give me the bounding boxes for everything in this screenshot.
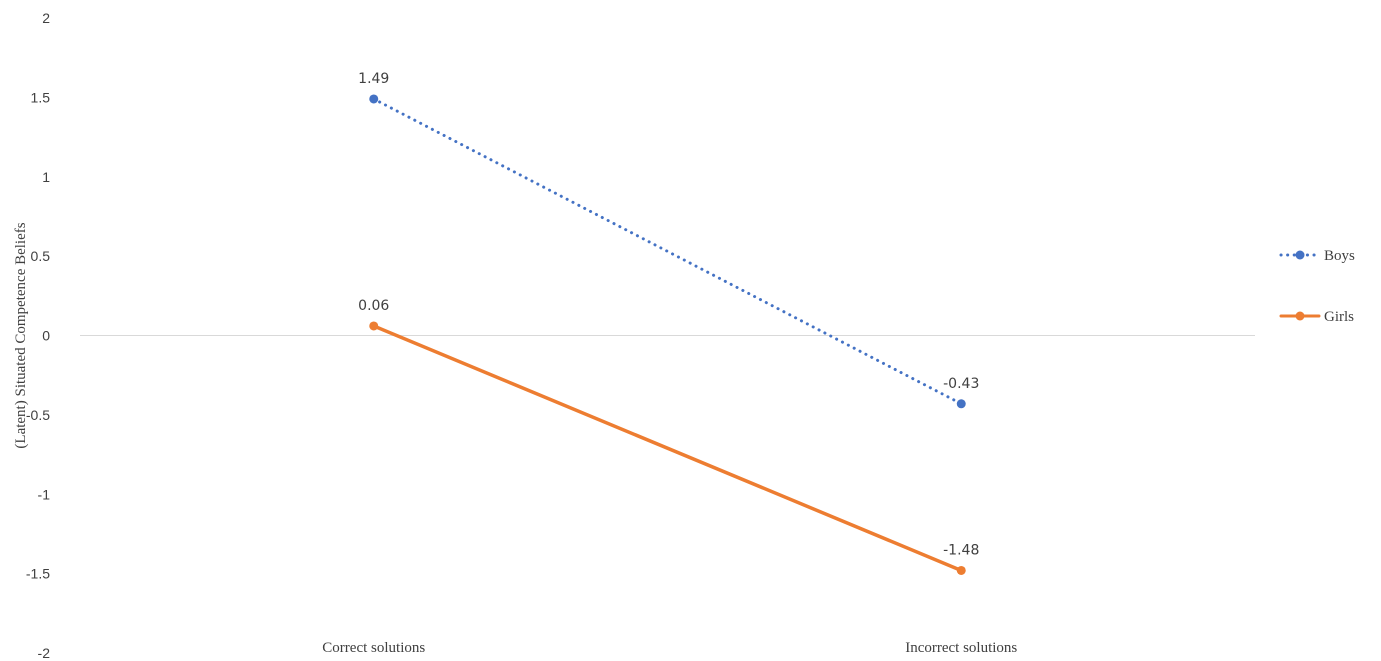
y-tick-label: -2: [38, 645, 51, 661]
series-girls: 0.06 -1.48: [358, 298, 979, 575]
legend-marker: [1295, 250, 1305, 260]
legend-label: Girls: [1324, 309, 1354, 325]
y-tick-label: 1.5: [31, 89, 51, 105]
data-point: [369, 321, 379, 331]
legend: Boys Girls: [1279, 248, 1355, 325]
y-tick-label: 1: [42, 169, 50, 185]
y-tick-label: 0.5: [31, 248, 51, 264]
y-tick-label: -0.5: [26, 407, 50, 423]
data-point: [956, 399, 966, 409]
y-axis-ticks: 2 1.5 1 0.5 0 -0.5 -1 -1.5 -2: [26, 10, 50, 661]
legend-item-girls: Girls: [1279, 309, 1354, 325]
y-tick-label: -1: [38, 486, 51, 502]
y-tick-label: 0: [42, 328, 50, 344]
data-point: [369, 94, 379, 104]
data-label: 0.06: [358, 298, 389, 314]
x-category-label: Incorrect solutions: [905, 640, 1017, 656]
legend-item-boys: Boys: [1279, 248, 1355, 264]
series-line-girls: [372, 324, 963, 573]
series-boys: 1.49 -0.43: [358, 71, 979, 409]
x-category-label: Correct solutions: [322, 640, 425, 656]
legend-label: Boys: [1324, 248, 1355, 264]
y-tick-label: 2: [42, 10, 50, 26]
series-layer: 1.49 -0.43 0.06 -1.48: [358, 71, 979, 575]
y-tick-label: -1.5: [26, 566, 50, 582]
data-label: -1.48: [943, 542, 979, 558]
data-point: [956, 565, 966, 575]
series-line-boys: [372, 97, 963, 406]
data-label: 1.49: [358, 71, 389, 87]
x-axis-categories: Correct solutions Incorrect solutions: [322, 640, 1017, 656]
y-axis-title: (Latent) Situated Competence Beliefs: [13, 222, 29, 448]
legend-marker: [1295, 311, 1305, 321]
data-label: -0.43: [943, 376, 979, 392]
